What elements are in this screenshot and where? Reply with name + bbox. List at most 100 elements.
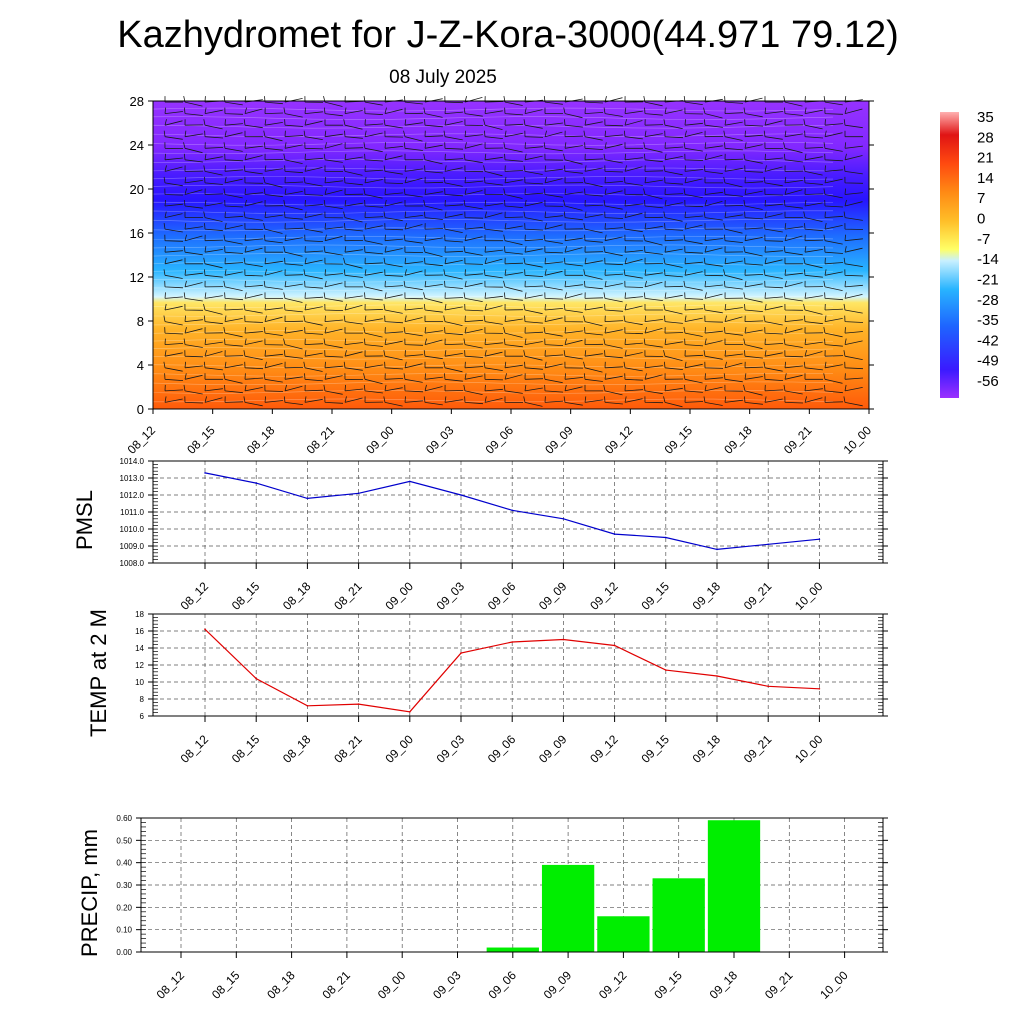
wind-barb	[344, 350, 363, 357]
wind-barb	[184, 119, 204, 126]
wind-barb	[704, 199, 723, 207]
wind-barb	[543, 188, 563, 198]
wind-barb	[264, 119, 283, 126]
wind-barb	[584, 211, 603, 218]
wind-barb	[583, 223, 603, 234]
wind-barb	[284, 384, 303, 392]
wind-barb	[364, 199, 384, 208]
wind-barb	[584, 199, 604, 207]
wind-barb	[744, 142, 763, 149]
wind-barb	[304, 292, 324, 299]
wind-barb	[244, 280, 263, 288]
wind-barb	[763, 176, 783, 187]
wind-barb	[163, 269, 183, 279]
wind-barb	[564, 119, 583, 128]
x-tick-label: 10_00	[817, 968, 851, 1002]
wind-barb	[384, 199, 403, 207]
wind-barb	[483, 165, 503, 177]
wind-barb	[483, 223, 503, 232]
wind-barb	[444, 303, 463, 311]
wind-barb	[384, 234, 403, 242]
wind-barb	[363, 142, 383, 153]
wind-barb	[563, 257, 583, 267]
wind-barb	[283, 292, 303, 303]
wind-barb	[543, 327, 563, 337]
wind-barb	[303, 361, 323, 372]
wind-barb	[444, 211, 463, 218]
wind-barb	[824, 211, 844, 218]
wind-barb	[283, 199, 303, 211]
colorbar-label: -35	[977, 312, 999, 329]
x-tick-label: 08_21	[320, 968, 354, 1002]
contour-line	[152, 381, 834, 386]
wind-barb	[324, 223, 343, 230]
wind-barb	[704, 338, 723, 345]
wind-barb	[403, 234, 423, 244]
wind-barb	[824, 130, 843, 138]
wind-barb	[664, 269, 683, 278]
wind-barb	[843, 350, 863, 360]
wind-barb	[404, 165, 423, 172]
wind-barb	[504, 257, 524, 265]
wind-barb	[524, 188, 544, 195]
wind-barb	[203, 257, 223, 269]
wind-barb	[404, 384, 424, 393]
x-tick-label: 09_06	[483, 423, 517, 457]
wind-barb	[644, 361, 663, 369]
contour-line	[152, 150, 834, 155]
wind-barb	[564, 292, 583, 299]
precip-bar	[486, 947, 539, 952]
data-point	[511, 509, 513, 512]
contour-line	[152, 107, 834, 112]
wind-barb	[484, 303, 503, 311]
wind-barb	[644, 269, 663, 276]
wind-barb	[803, 257, 823, 269]
wind-barb	[424, 269, 444, 276]
wind-barb	[584, 153, 604, 161]
wind-barb	[183, 153, 203, 163]
wind-barb	[224, 153, 244, 162]
wind-barb	[164, 234, 184, 242]
wind-barb	[724, 292, 744, 299]
wind-barb	[324, 130, 343, 138]
x-tick-label: 08_12	[178, 579, 212, 613]
x-tick-label: 09_21	[741, 732, 775, 766]
wind-barb	[804, 223, 823, 232]
wind-barb	[783, 292, 803, 302]
wind-barb	[204, 269, 223, 278]
wind-barb	[724, 211, 743, 218]
wind-barb	[364, 211, 384, 218]
chart-date: 08 July 2025	[389, 67, 497, 88]
wind-barb	[504, 246, 523, 255]
wind-barb	[604, 280, 623, 288]
wind-barb	[763, 223, 783, 233]
x-tick-label: 09_06	[485, 968, 519, 1002]
wind-barb	[484, 130, 503, 139]
wind-barb	[604, 165, 624, 173]
wind-barb	[604, 142, 623, 149]
wind-barb	[584, 246, 604, 253]
wind-barb	[204, 384, 223, 392]
wind-barb	[643, 188, 663, 200]
wind-barb	[664, 176, 684, 185]
wind-barb	[463, 246, 483, 256]
wind-barb	[423, 107, 443, 118]
wind-barb	[524, 234, 544, 242]
wind-barb	[284, 257, 303, 266]
wind-barb	[504, 350, 523, 357]
wind-barb	[203, 315, 223, 325]
contour-line	[152, 116, 834, 120]
wind-barb	[324, 211, 344, 219]
wind-barb	[503, 280, 523, 292]
wind-barb	[343, 119, 363, 130]
wind-barb	[504, 396, 523, 403]
wind-barb	[183, 199, 203, 209]
wind-barb	[224, 338, 243, 347]
wind-barb	[784, 211, 803, 218]
wind-barb	[784, 269, 803, 276]
wind-barb	[184, 188, 203, 195]
wind-barb	[404, 269, 423, 276]
wind-barb	[663, 396, 683, 408]
contour-line	[152, 210, 834, 215]
wind-barb	[164, 142, 184, 149]
